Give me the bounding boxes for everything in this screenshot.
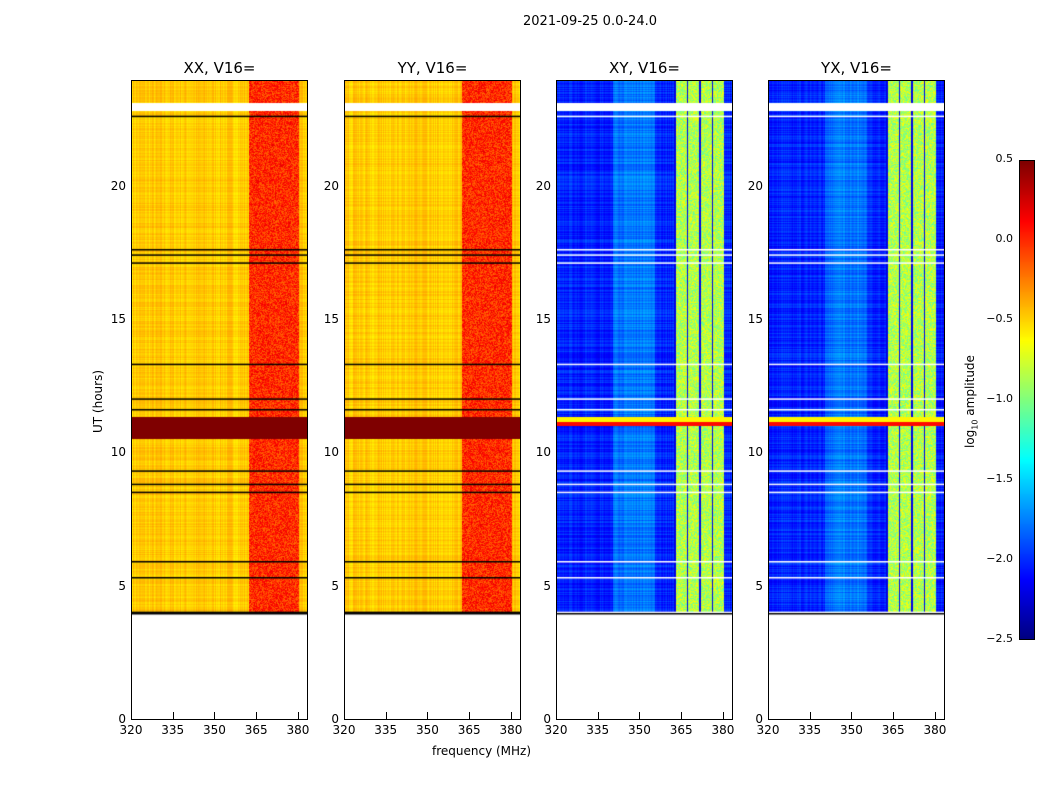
y-tick-label: 20 <box>323 178 339 193</box>
x-tick-mark <box>344 712 345 719</box>
figure-title: 2021-09-25 0.0-24.0 <box>523 14 657 29</box>
x-tick-mark <box>510 712 512 719</box>
x-tick-label: 335 <box>374 723 398 737</box>
y-tick-label: 10 <box>535 445 551 460</box>
x-tick-label: 365 <box>669 723 693 737</box>
x-tick-label: 365 <box>457 723 481 737</box>
y-axis-label: UT (hours) <box>91 369 105 433</box>
colorbar-tick-label: −2.0 <box>986 552 1013 565</box>
x-tick-mark <box>639 712 641 719</box>
x-tick-label: 350 <box>840 723 863 737</box>
y-tick-label: 15 <box>747 312 763 326</box>
colorbar-tick-label: 0.0 <box>995 232 1014 245</box>
x-tick-mark <box>851 712 853 719</box>
x-tick-mark <box>469 712 471 719</box>
x-tick-mark <box>172 712 174 719</box>
panel-title: YY, V16= <box>397 59 468 77</box>
heatmap-panel-4 <box>768 80 945 720</box>
y-tick-label: 15 <box>535 312 551 326</box>
x-tick-mark <box>556 712 557 719</box>
colorbar-tick-label: −2.5 <box>986 632 1013 645</box>
x-tick-mark <box>256 712 258 719</box>
x-tick-mark <box>427 712 429 719</box>
y-tick-label: 5 <box>118 578 126 593</box>
y-tick-label: 10 <box>747 445 763 460</box>
heatmap-cells <box>132 81 307 719</box>
colorbar-tick-label: 0.5 <box>995 152 1014 165</box>
x-tick-label: 365 <box>881 723 905 737</box>
x-tick-label: 335 <box>586 723 610 737</box>
x-tick-mark <box>934 712 936 719</box>
colorbar-tick-label: −0.5 <box>986 312 1013 325</box>
panel-title: XX, V16= <box>183 59 256 77</box>
heatmap-cells <box>345 81 520 719</box>
x-tick-label: 335 <box>798 723 822 737</box>
x-tick-label: 380 <box>711 723 735 737</box>
panel-title: XY, V16= <box>609 59 680 77</box>
heatmap-panel-1 <box>131 80 308 720</box>
x-tick-mark <box>768 712 769 719</box>
y-tick-label: 5 <box>331 578 339 593</box>
x-tick-mark <box>681 712 683 719</box>
x-tick-label: 380 <box>923 723 947 737</box>
x-tick-label: 335 <box>161 723 185 737</box>
x-tick-label: 350 <box>203 723 226 737</box>
x-tick-label: 350 <box>628 723 651 737</box>
colorbar-tick-label: −1.0 <box>986 392 1013 405</box>
x-tick-label: 320 <box>544 723 568 737</box>
y-tick-label: 0 <box>755 712 763 726</box>
x-tick-mark <box>385 712 387 719</box>
heatmap-panel-2 <box>344 80 521 720</box>
y-tick-label: 20 <box>535 178 551 193</box>
heatmap-cells <box>769 81 944 719</box>
x-axis-label: frequency (MHz) <box>432 744 532 758</box>
x-tick-mark <box>893 712 895 719</box>
x-tick-mark <box>214 712 216 719</box>
y-tick-label: 0 <box>331 712 339 726</box>
y-tick-label: 0 <box>543 712 551 726</box>
panel-title: YX, V16= <box>821 59 892 77</box>
x-tick-label: 380 <box>499 723 523 737</box>
x-tick-label: 380 <box>286 723 310 737</box>
y-tick-label: 5 <box>755 578 763 593</box>
y-tick-label: 10 <box>323 445 339 460</box>
x-tick-mark <box>131 712 132 719</box>
x-tick-label: 320 <box>756 723 780 737</box>
y-tick-label: 20 <box>110 178 126 193</box>
colorbar-label: log10 amplitude <box>963 355 980 448</box>
x-tick-mark <box>597 712 599 719</box>
heatmap-panel-3 <box>556 80 733 720</box>
x-tick-label: 320 <box>332 723 356 737</box>
x-tick-mark <box>809 712 811 719</box>
x-tick-mark <box>297 712 299 719</box>
y-tick-label: 5 <box>543 578 551 593</box>
y-tick-label: 20 <box>747 178 763 193</box>
x-tick-label: 365 <box>244 723 268 737</box>
x-tick-label: 350 <box>416 723 439 737</box>
x-tick-label: 320 <box>119 723 143 737</box>
heatmap-cells <box>557 81 732 719</box>
colorbar-tick-label: −1.5 <box>986 472 1013 485</box>
y-tick-label: 15 <box>110 312 126 326</box>
y-tick-label: 10 <box>110 445 126 460</box>
x-tick-mark <box>722 712 724 719</box>
y-tick-label: 15 <box>323 312 339 326</box>
y-tick-label: 0 <box>118 712 126 726</box>
colorbar <box>1019 160 1035 640</box>
